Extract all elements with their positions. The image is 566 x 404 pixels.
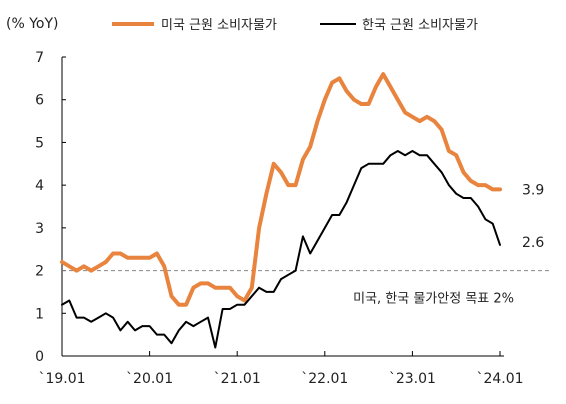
- y-tick-label: 0: [35, 349, 44, 365]
- y-tick-label: 3: [35, 221, 44, 237]
- x-tick-label: `24.01: [476, 371, 523, 387]
- series-group: [60, 72, 502, 349]
- legend-label-us: 미국 근원 소비자물가: [161, 18, 277, 33]
- y-tick-label: 7: [35, 50, 44, 66]
- axes: 0 1 2 3 4 5 6 7 `19.01 `20.01 `21.01 `22.01 `23.01 `2…: [35, 50, 523, 387]
- y-tick-label: 5: [35, 135, 44, 151]
- end-label-us: 3.9: [522, 182, 544, 198]
- y-tick-label: 2: [35, 264, 44, 280]
- series-line-us: [60, 72, 502, 307]
- y-tick-label: 4: [35, 178, 44, 194]
- y-tick-label: 6: [35, 93, 44, 109]
- end-label-kr: 2.6: [522, 235, 544, 251]
- y-unit-label: (% YoY): [6, 16, 59, 32]
- x-tick-label: `20.01: [126, 371, 173, 387]
- legend-label-kr: 한국 근원 소비자물가: [362, 18, 478, 33]
- reference-line-label: 미국, 한국 물가안정 목표 2%: [353, 292, 514, 307]
- legend: 미국 근원 소비자물가 한국 근원 소비자물가: [112, 18, 478, 33]
- series-line-kr: [61, 150, 501, 349]
- y-tick-label: 1: [35, 306, 44, 322]
- x-tick-label: `23.01: [389, 371, 436, 387]
- x-tick-label: `19.01: [38, 371, 85, 387]
- x-tick-label: `22.01: [301, 371, 348, 387]
- x-tick-label: `21.01: [214, 371, 261, 387]
